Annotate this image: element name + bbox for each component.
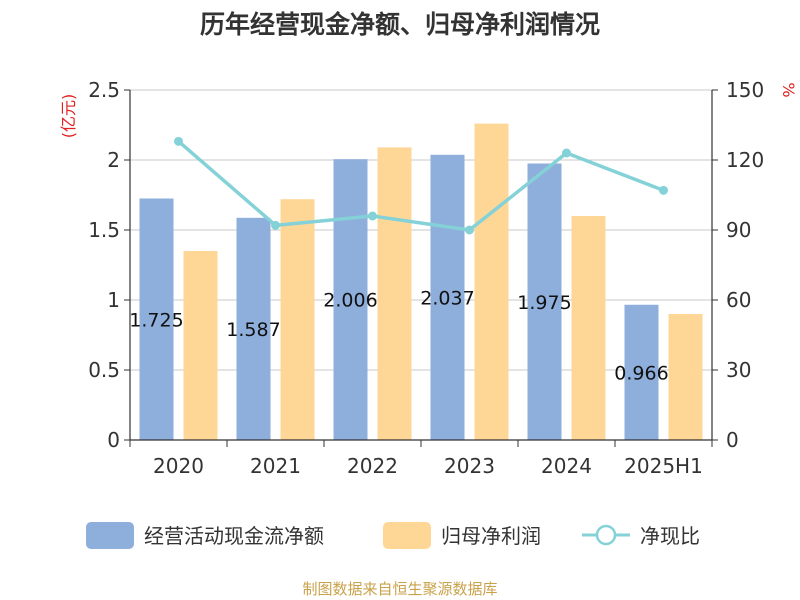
axes: 0 0.5 1 1.5 2 2.5 0 30 60 90 120 150 2020 2021 2022 202… [88, 78, 764, 478]
cash-flow-data-label: 2.006 [323, 290, 377, 312]
left-axis-tick-label: 1 [107, 288, 120, 312]
ratio-point [174, 136, 183, 146]
x-axis-tick-label: 2022 [347, 454, 398, 478]
legend-net-profit-swatch [383, 522, 431, 549]
ratio-point [659, 185, 668, 195]
source-note: 制图数据来自恒生聚源数据库 [302, 580, 497, 598]
cash-flow-data-label: 1.725 [129, 309, 183, 331]
net-profit-bar [280, 199, 315, 440]
grid-lines [130, 89, 712, 371]
ratio-line-path [177, 140, 665, 232]
right-axis-tick-label: 0 [726, 428, 739, 452]
ratio-point [271, 220, 280, 230]
right-axis-tick-label: 60 [726, 288, 751, 312]
cash-flow-bar [236, 217, 271, 440]
x-axis-tick-label: 2025H1 [624, 454, 703, 478]
data-labels: 1.725 1.587 2.006 2.037 1.975 0.966 [129, 287, 668, 384]
left-axis-tick-label: 0 [107, 428, 120, 452]
legend-ratio-label: 净现比 [640, 524, 700, 548]
right-axis-tick-label: 120 [726, 148, 764, 172]
bars [139, 123, 703, 440]
x-axis-tick-label: 2023 [444, 454, 495, 478]
cash-flow-bar [624, 304, 659, 440]
right-axis-tick-label: 90 [726, 218, 751, 242]
cash-flow-bar [527, 163, 562, 440]
left-axis-tick-label: 0.5 [88, 358, 120, 382]
cash-flow-data-label: 1.975 [517, 292, 571, 314]
left-axis-tick-label: 2 [107, 148, 120, 172]
legend-cash-flow-swatch [86, 522, 134, 549]
ratio-point [368, 211, 377, 221]
x-axis-tick-label: 2021 [250, 454, 301, 478]
legend-cash-flow-label: 经营活动现金流净额 [144, 524, 324, 548]
right-axis-tick-label: 150 [726, 78, 764, 102]
ratio-point [562, 148, 571, 158]
net-profit-bar [668, 314, 703, 440]
legend-ratio-marker [595, 524, 617, 546]
cash-flow-bar [333, 159, 368, 440]
right-axis-tick-label: 30 [726, 358, 751, 382]
left-axis-tick-label: 1.5 [88, 218, 120, 242]
net-profit-bar [377, 147, 412, 440]
ratio-line [174, 136, 668, 235]
left-axis-tick-label: 2.5 [88, 78, 120, 102]
cash-flow-data-label: 0.966 [614, 362, 668, 384]
left-axis-unit: (亿元) [59, 94, 78, 139]
legend: 经营活动现金流净额 归母净利润 净现比 [86, 522, 700, 549]
cash-flow-data-label: 2.037 [420, 287, 474, 309]
net-profit-bar [474, 123, 509, 440]
legend-net-profit-label: 归母净利润 [441, 524, 541, 548]
chart-title: 历年经营现金净额、归母净利润情况 [200, 10, 600, 39]
cash-flow-data-label: 1.587 [226, 319, 280, 341]
x-axis-tick-label: 2020 [153, 454, 204, 478]
cash-flow-bar [430, 154, 465, 440]
net-profit-bar [571, 216, 606, 440]
ratio-point [465, 225, 474, 235]
net-profit-bar [183, 251, 218, 440]
x-axis-tick-label: 2024 [541, 454, 592, 478]
right-axis-unit: % [779, 82, 798, 97]
cash-flow-bar [139, 198, 174, 440]
